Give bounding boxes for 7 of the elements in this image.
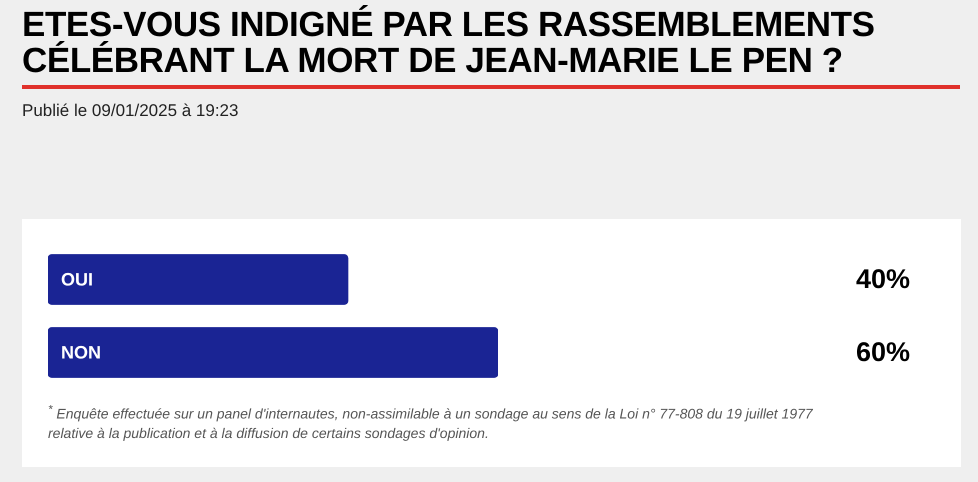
data-label: 40% bbox=[856, 264, 910, 294]
y-tick-label: OUI bbox=[61, 269, 94, 290]
y-tick-label: NON bbox=[61, 342, 101, 362]
chart-title: ETES-VOUS INDIGNÉ PAR LES RASSEMBLEMENTS CÉLÉBRANT LA MORT DE JEAN-MARIE LE PEN ? bbox=[22, 5, 876, 80]
chart-subtitle: Publié le 09/01/2025 à 19:23 bbox=[22, 100, 238, 122]
data-label: 60% bbox=[856, 336, 910, 367]
text: $^{*}$ Enquête effectuée sur un panel d'internautes, non-assimilable à un sondage au sens de la Loi n° 77-808 du 19 juillet 1977 relative à la publication et à la diffusion de certains sondages d'opinion. bbox=[48, 402, 814, 443]
